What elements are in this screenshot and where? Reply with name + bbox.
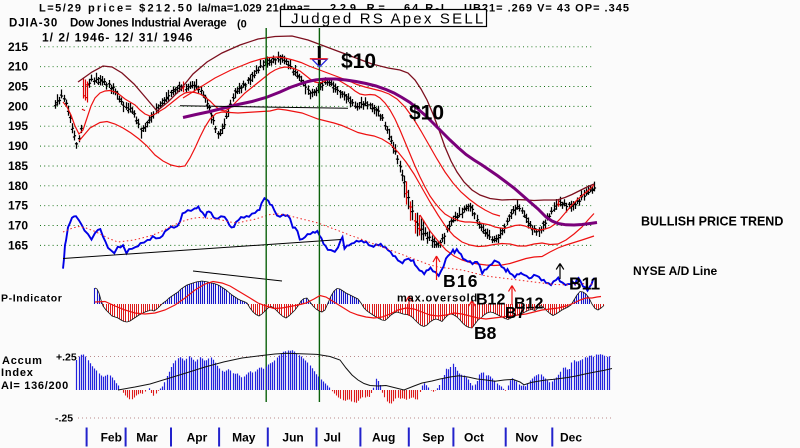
- svg-text:price= $212.50: price= $212.50: [88, 3, 194, 15]
- svg-text:210: 210: [8, 60, 28, 74]
- svg-text:170: 170: [8, 219, 28, 233]
- svg-text:$10: $10: [409, 102, 444, 125]
- svg-text:Dow Jones Industrial Average: Dow Jones Industrial Average: [70, 18, 226, 30]
- svg-text:Jun: Jun: [282, 431, 303, 445]
- svg-text:205: 205: [8, 80, 28, 94]
- svg-text:BULLISH PRICE TREND: BULLISH PRICE TREND: [641, 215, 783, 229]
- svg-text:185: 185: [8, 159, 28, 173]
- svg-text:1/ 2/ 1946- 12/ 31/ 1946: 1/ 2/ 1946- 12/ 31/ 1946: [42, 31, 193, 45]
- svg-text:Jul: Jul: [324, 431, 341, 445]
- svg-text:DJIA-30: DJIA-30: [9, 18, 58, 30]
- svg-text:$10: $10: [341, 50, 376, 73]
- svg-text:L=5/29: L=5/29: [39, 3, 83, 15]
- svg-text:195: 195: [8, 119, 28, 133]
- svg-text:Accum: Accum: [2, 355, 43, 367]
- svg-text:Dec: Dec: [560, 431, 582, 445]
- svg-text:Index: Index: [1, 367, 34, 379]
- svg-text:B7: B7: [505, 305, 526, 322]
- svg-text:Apr: Apr: [187, 431, 208, 445]
- svg-text:B12: B12: [514, 296, 543, 313]
- svg-text:Nov: Nov: [515, 431, 538, 445]
- svg-text:AI= 136/200: AI= 136/200: [1, 380, 69, 392]
- svg-text:200: 200: [8, 99, 28, 113]
- svg-text:Sep: Sep: [422, 431, 444, 445]
- svg-text:max.oversold: max.oversold: [397, 293, 478, 305]
- svg-text:NYSE A/D Line: NYSE A/D Line: [633, 264, 718, 278]
- svg-text:la/ma=1.029: la/ma=1.029: [198, 3, 262, 15]
- svg-text:Aug: Aug: [372, 431, 395, 445]
- svg-text:Mar: Mar: [136, 431, 158, 445]
- svg-text:Feb: Feb: [101, 431, 122, 445]
- svg-text:(0: (0: [237, 19, 247, 31]
- svg-text:Judged RS Apex SELL: Judged RS Apex SELL: [291, 11, 485, 28]
- svg-text:P-Indicator: P-Indicator: [1, 293, 62, 305]
- svg-text:UB21= .269 V= 43 OP= .345: UB21= .269 V= 43 OP= .345: [464, 3, 630, 15]
- svg-text:May: May: [232, 431, 256, 445]
- svg-text:B11: B11: [569, 274, 600, 294]
- svg-text:190: 190: [8, 139, 28, 153]
- svg-text:+.25: +.25: [56, 351, 77, 363]
- svg-text:B12: B12: [476, 292, 505, 309]
- svg-text:Oct: Oct: [464, 431, 484, 445]
- svg-text:165: 165: [8, 238, 28, 252]
- svg-text:215: 215: [8, 40, 28, 54]
- svg-text:175: 175: [8, 199, 28, 213]
- svg-text:B16: B16: [443, 271, 479, 291]
- svg-text:180: 180: [8, 179, 28, 193]
- svg-text:-.25: -.25: [55, 413, 73, 425]
- svg-text:B8: B8: [474, 323, 497, 343]
